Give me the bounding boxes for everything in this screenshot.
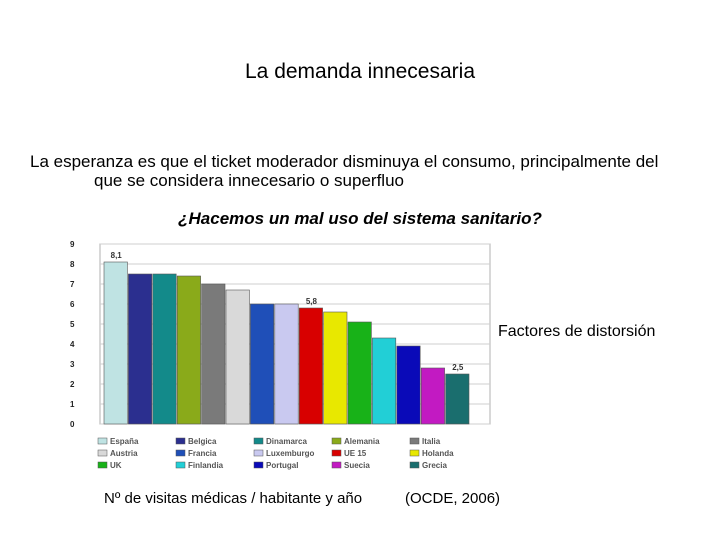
bar (298, 307, 323, 425)
bar (103, 261, 128, 425)
data-label: 2,5 (452, 363, 464, 372)
slide-title: La demanda innecesaria (245, 60, 475, 83)
legend-swatch (409, 449, 420, 457)
legend-label: Suecia (344, 461, 370, 470)
bar (176, 275, 201, 425)
side-note: Factores de distorsión (498, 323, 656, 340)
legend-label: Austria (110, 449, 138, 458)
legend-swatch (97, 449, 108, 457)
legend-swatch (175, 461, 186, 469)
data-label: 5,8 (306, 297, 318, 306)
bar (274, 303, 299, 425)
bar (372, 337, 397, 425)
legend-label: UE 15 (344, 449, 367, 458)
bar (396, 345, 421, 425)
y-tick-label: 1 (70, 400, 75, 409)
legend-label: UK (110, 461, 122, 470)
bar (225, 289, 250, 425)
legend-swatch (175, 437, 186, 445)
y-tick-label: 7 (70, 280, 75, 289)
legend-swatch (253, 449, 264, 457)
bar (128, 273, 153, 425)
legend-swatch (409, 461, 420, 469)
legend-label: Grecia (422, 461, 447, 470)
legend-swatch (331, 449, 342, 457)
bar (152, 273, 177, 425)
subtitle-line-1: La esperanza es que el ticket moderador … (30, 152, 659, 171)
chart-title: ¿Hacemos un mal uso del sistema sanitari… (178, 209, 542, 228)
legend-swatch (253, 461, 264, 469)
bar (347, 321, 372, 425)
legend-swatch (331, 437, 342, 445)
bar (420, 367, 445, 425)
legend-label: Luxemburgo (266, 449, 315, 458)
bar (201, 283, 226, 425)
legend-swatch (331, 461, 342, 469)
legend-label: España (110, 437, 139, 446)
legend-label: Portugal (266, 461, 298, 470)
subtitle-line-2: que se considera innecesario o superfluo (94, 171, 404, 190)
bar-chart: 0 1 2 3 4 5 6 7 8 9 8,1 5,8 2,5 España Belgica Dinamarc… (70, 240, 491, 470)
y-tick-label: 0 (70, 420, 75, 429)
legend-swatch (409, 437, 420, 445)
footer-source: (OCDE, 2006) (405, 490, 501, 507)
legend-label: Italia (422, 437, 441, 446)
data-label: 8,1 (111, 251, 123, 260)
legend-label: Finlandia (188, 461, 224, 470)
legend-label: Dinamarca (266, 437, 307, 446)
legend-swatch (253, 437, 264, 445)
slide-subtitle: La esperanza es que el ticket moderador … (30, 152, 710, 190)
bar (250, 303, 275, 425)
y-tick-label: 2 (70, 380, 75, 389)
legend-swatch (97, 437, 108, 445)
legend-swatch (97, 461, 108, 469)
y-tick-label: 8 (70, 260, 75, 269)
y-tick-label: 3 (70, 360, 75, 369)
legend-label: Alemania (344, 437, 380, 446)
bar (323, 311, 348, 425)
legend-label: Holanda (422, 449, 454, 458)
legend-swatch (175, 449, 186, 457)
y-tick-label: 4 (70, 340, 75, 349)
legend-label: Francia (188, 449, 217, 458)
legend-label: Belgica (188, 437, 217, 446)
y-tick-label: 6 (70, 300, 75, 309)
y-tick-label: 9 (70, 240, 75, 249)
y-tick-label: 5 (70, 320, 75, 329)
footer-caption: Nº de visitas médicas / habitante y año (104, 490, 363, 507)
bar (445, 373, 470, 425)
